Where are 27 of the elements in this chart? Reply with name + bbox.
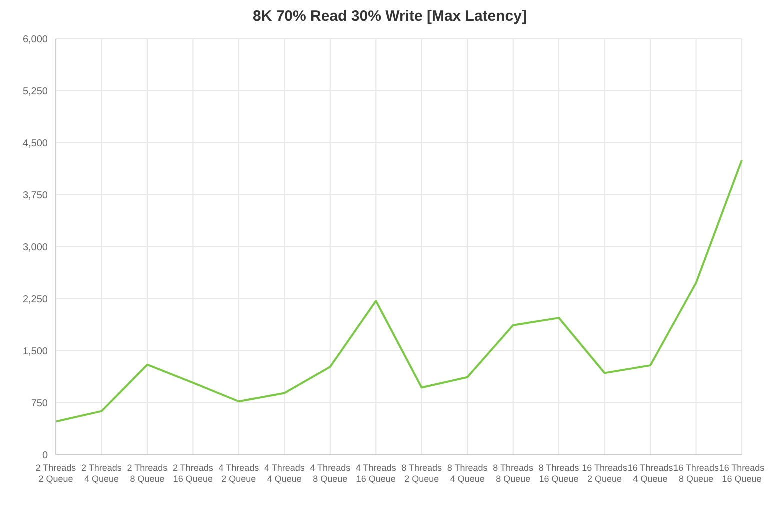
x-tick-label: 4 Threads 2 Queue: [218, 463, 260, 484]
chart-title: 8K 70% Read 30% Write [Max Latency]: [252, 8, 528, 25]
x-tick-label: 16 Threads 4 Queue: [628, 463, 674, 484]
x-tick-label: 8 Threads 4 Queue: [447, 463, 488, 484]
x-tick-label: 4 Threads 4 Queue: [264, 463, 306, 484]
y-tick-label: 6,000: [22, 34, 48, 46]
y-tick-label: 3,000: [22, 242, 48, 254]
y-tick-label: 1,500: [22, 346, 48, 358]
x-tick-label: 2 Threads 16 Queue: [173, 463, 214, 484]
y-tick-label: 2,250: [22, 294, 48, 306]
y-tick-label: 4,500: [22, 138, 48, 150]
x-tick-label: 2 Threads 4 Queue: [82, 463, 122, 484]
y-tick-label: 3,750: [22, 190, 48, 202]
x-tick-label: 8 Threads 2 Queue: [402, 463, 443, 484]
x-tick-label: 4 Threads 16 Queue: [356, 463, 397, 484]
x-tick-label: 16 Threads 2 Queue: [582, 463, 628, 484]
y-tick-label: 750: [31, 398, 48, 410]
x-tick-label: 8 Threads 16 Queue: [538, 463, 580, 484]
x-tick-label: 4 Threads 8 Queue: [310, 463, 352, 484]
y-tick-label: 0: [42, 450, 48, 462]
x-tick-label: 16 Threads 16 Queue: [719, 463, 766, 484]
y-tick-label: 5,250: [22, 86, 48, 98]
x-tick-label: 16 Threads 8 Queue: [674, 463, 720, 484]
x-tick-label: 2 Threads 2 Queue: [36, 463, 77, 484]
x-tick-label: 8 Threads 8 Queue: [493, 463, 534, 484]
line-series: [55, 159, 743, 423]
x-tick-label: 2 Threads 8 Queue: [127, 463, 168, 484]
